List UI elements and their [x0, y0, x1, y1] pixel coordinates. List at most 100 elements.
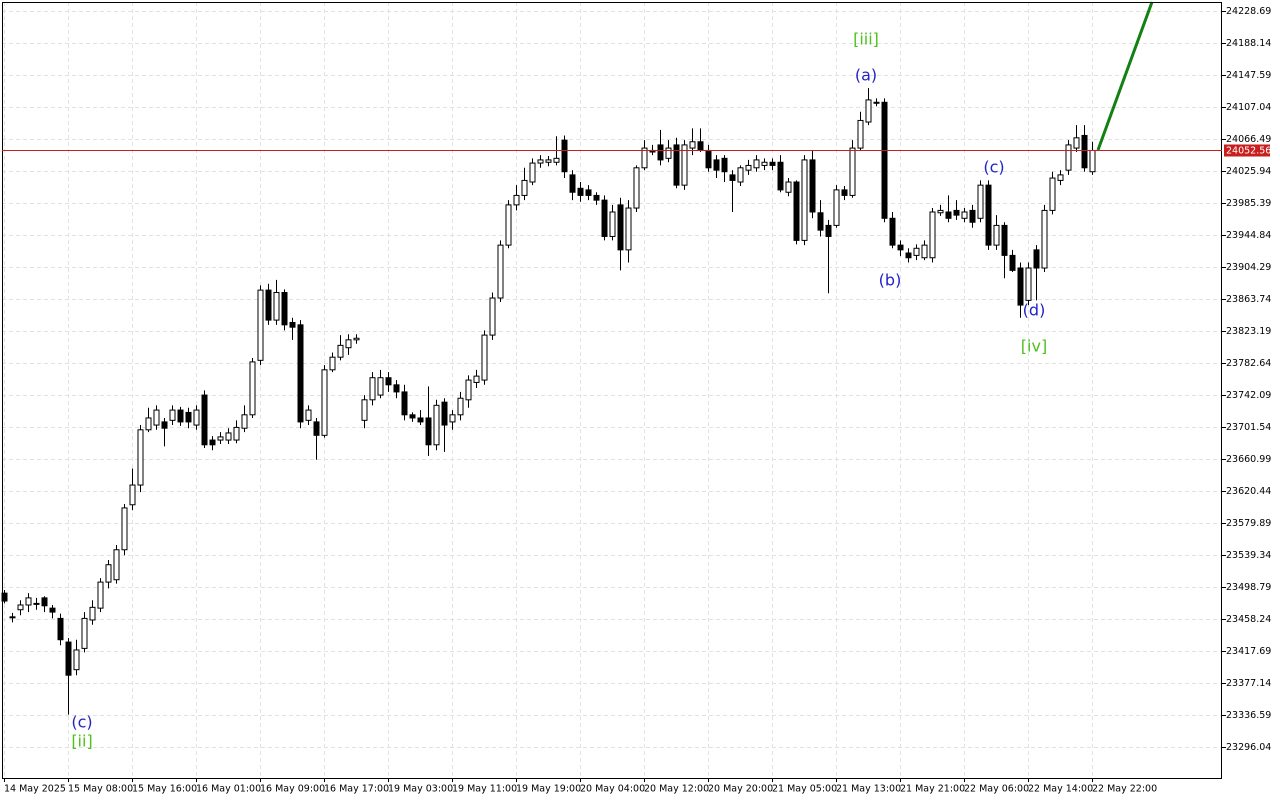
candle-body	[961, 211, 968, 219]
candle-body	[1081, 134, 1088, 169]
candle-body	[1073, 137, 1080, 149]
y-tick-label: 23336.59	[1226, 710, 1271, 721]
current-price-box	[1224, 144, 1270, 157]
y-tick-label: 24025.94	[1226, 166, 1271, 177]
candle-body	[969, 209, 976, 223]
candle-body	[49, 607, 56, 613]
candle-body	[921, 244, 928, 259]
candle-body	[577, 187, 584, 196]
candle-body	[25, 597, 32, 606]
candle-body	[849, 147, 856, 196]
candle-body	[1057, 174, 1064, 181]
x-tick-label: 21 May 21:00	[900, 784, 965, 795]
x-tick-label: 14 May 2025	[4, 784, 66, 795]
candle-body	[217, 436, 224, 441]
wave-label: (b)	[879, 271, 902, 290]
candle-body	[673, 144, 680, 186]
y-tick-label: 23863.74	[1226, 294, 1271, 305]
candle-body	[993, 224, 1000, 246]
candle-body	[393, 384, 400, 393]
wave-label: [iii]	[853, 30, 879, 49]
candle-body	[737, 167, 744, 183]
candle-body	[721, 157, 728, 173]
y-tick-label: 24066.49	[1226, 134, 1271, 145]
x-tick-label: 15 May 16:00	[132, 784, 197, 795]
candle-body	[249, 361, 256, 416]
x-tick-label: 16 May 01:00	[196, 784, 261, 795]
candle-body	[225, 432, 232, 441]
x-tick-label: 19 May 03:00	[388, 784, 453, 795]
candle-body	[1033, 249, 1040, 269]
candle-body	[361, 399, 368, 421]
candle-body	[665, 147, 672, 159]
x-tick-label: 19 May 11:00	[452, 784, 517, 795]
candle-body	[521, 179, 528, 196]
candle-body	[193, 409, 200, 426]
candle-body	[913, 247, 920, 256]
candle-body	[937, 209, 944, 214]
x-tick-label: 20 May 12:00	[644, 784, 709, 795]
candle-body	[809, 159, 816, 213]
candle-body	[89, 606, 96, 621]
candle-body	[161, 421, 168, 429]
y-tick-label: 23904.29	[1226, 262, 1271, 273]
candle-body	[409, 414, 416, 419]
candle-body	[889, 217, 896, 246]
x-tick-label: 21 May 05:00	[772, 784, 837, 795]
y-tick-label: 23417.69	[1226, 646, 1271, 657]
x-tick-label: 20 May 04:00	[580, 784, 645, 795]
candle-body	[33, 602, 40, 605]
candle-body	[169, 409, 176, 421]
candle-body	[97, 581, 104, 609]
candle-body	[457, 397, 464, 416]
candle-body	[417, 417, 424, 423]
candle-body	[233, 426, 240, 441]
candle-body	[297, 324, 304, 423]
candle-body	[1049, 177, 1056, 211]
x-tick-label: 19 May 19:00	[516, 784, 581, 795]
y-tick-label: 23944.84	[1226, 230, 1271, 241]
candle-body	[337, 344, 344, 358]
candle-body	[601, 199, 608, 237]
candle-body	[65, 641, 72, 676]
x-tick-label: 16 May 09:00	[260, 784, 325, 795]
candle-body	[497, 244, 504, 299]
candle-body	[1065, 144, 1072, 171]
candle-body	[121, 507, 128, 551]
candle-body	[377, 377, 384, 396]
candle-body	[553, 157, 560, 163]
candle-body	[897, 244, 904, 251]
candle-body	[857, 119, 864, 149]
candle-body	[305, 409, 312, 421]
candle-body	[481, 334, 488, 381]
candle-body	[633, 167, 640, 209]
y-tick-label: 23782.64	[1226, 358, 1271, 369]
y-tick-label: 24107.04	[1226, 102, 1271, 113]
candle-body	[1089, 149, 1096, 173]
candle-body	[185, 411, 192, 423]
candle-body	[489, 297, 496, 336]
y-tick-label: 24228.69	[1226, 6, 1271, 17]
candle-body	[545, 159, 552, 163]
x-tick-label: 21 May 13:00	[836, 784, 901, 795]
current-price-label: 24052.56	[1226, 146, 1271, 157]
y-tick-label: 23742.09	[1226, 390, 1271, 401]
candle-body	[641, 147, 648, 169]
wave-label: (c)	[71, 713, 92, 732]
candle-body	[1025, 267, 1032, 301]
y-tick-label: 23660.99	[1226, 454, 1271, 465]
candle-body	[865, 99, 872, 123]
x-tick-label: 22 May 06:00	[964, 784, 1029, 795]
wave-label: (a)	[855, 66, 877, 85]
candle-body	[41, 597, 48, 607]
candle-body	[273, 291, 280, 321]
candle-body	[313, 421, 320, 436]
candle-body	[609, 211, 616, 237]
candle-body	[985, 184, 992, 246]
candle-body	[201, 394, 208, 446]
candle-body	[9, 616, 16, 619]
candle-body	[529, 162, 536, 183]
y-tick-label: 23458.24	[1226, 614, 1271, 625]
candle-body	[689, 141, 696, 149]
